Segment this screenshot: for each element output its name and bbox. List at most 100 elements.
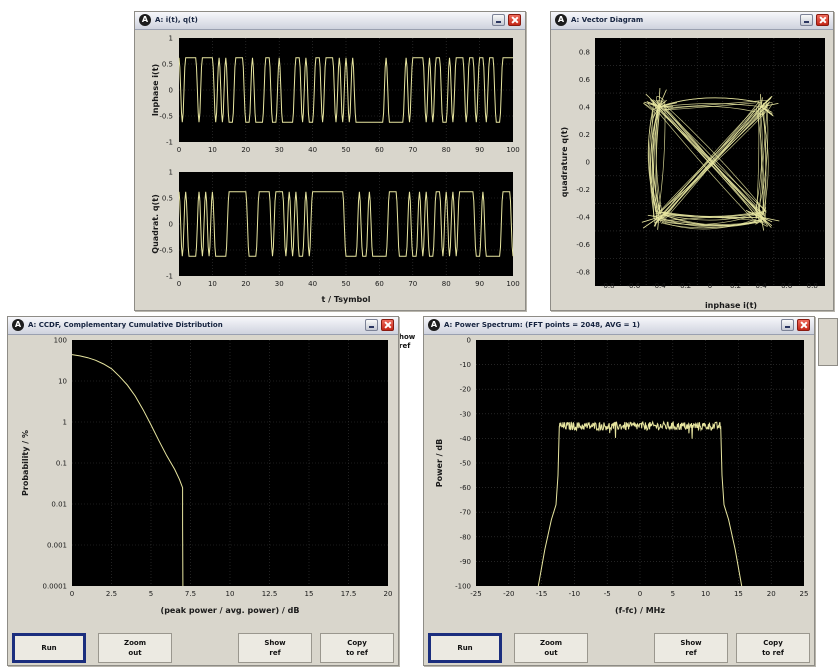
spectrum-y-tick: -40: [460, 435, 471, 443]
inphase-x-tick: 30: [275, 146, 284, 154]
ccdf-x-tick: 10: [226, 590, 235, 598]
spectrum-y-tick: -90: [460, 558, 471, 566]
spectrum-y-tick: -20: [460, 386, 471, 394]
zoom-out-button[interactable]: Zoom out: [514, 633, 588, 663]
vector-y-tick: -0.8: [576, 269, 590, 277]
quadrature-x-tick: 60: [375, 280, 384, 288]
inphase-x-tick: 70: [408, 146, 417, 154]
spectrum-x-tick: 10: [701, 590, 710, 598]
time-axis-label: t / Tsymbol: [322, 295, 371, 304]
vector-x-tick: -0.2: [678, 282, 692, 290]
vector-x-tick: 0.6: [781, 282, 793, 290]
ccdf-x-tick: 12.5: [262, 590, 278, 598]
vector-x-tick: -0.4: [652, 282, 666, 290]
quadrature-x-tick: 40: [308, 280, 317, 288]
vector-y-tick: -0.2: [576, 186, 590, 194]
ccdf-x-tick: 17.5: [341, 590, 357, 598]
quadrature-x-tick: 50: [342, 280, 351, 288]
probability-axis-label: Probability / %: [21, 430, 30, 496]
ccdf-y-tick: 1: [63, 419, 67, 427]
inphase-x-tick: 20: [241, 146, 250, 154]
ccdf-window: A A: CCDF, Complementary Cumulative Dist…: [7, 316, 399, 666]
ccdf-x-tick: 0: [70, 590, 74, 598]
vector-y-tick: 0.6: [579, 76, 591, 84]
spectrum-x-tick: -25: [470, 590, 481, 598]
spectrum-y-tick: -50: [460, 460, 471, 468]
vector-y-tick: -0.4: [576, 214, 590, 222]
power-ratio-axis-label: (peak power / avg. power) / dB: [161, 606, 300, 615]
ccdf-x-tick: 20: [384, 590, 393, 598]
vector-x-tick: 0.8: [807, 282, 818, 290]
hidden-window-edge: [818, 318, 838, 366]
spectrum-window: A A: Power Spectrum: (FFT points = 2048,…: [423, 316, 815, 666]
inphase-x-tick: 50: [342, 146, 351, 154]
vector-x-tick: 0.4: [756, 282, 768, 290]
quadrature-x-tick: 30: [275, 280, 284, 288]
vector-x-tick: 0: [708, 282, 712, 290]
spectrum-y-tick: -80: [460, 533, 471, 541]
spectrum-x-tick: -15: [536, 590, 547, 598]
quadrature-x-tick: 90: [475, 280, 484, 288]
power-axis-label: Power / dB: [435, 439, 444, 487]
show-ref-button[interactable]: Show ref: [654, 633, 728, 663]
quadrature-x-tick: 100: [506, 280, 519, 288]
run-button[interactable]: Run: [12, 633, 86, 663]
spectrum-y-tick: -60: [460, 484, 471, 492]
vector-x-tick: -0.6: [626, 282, 640, 290]
ccdf-y-tick: 10: [58, 378, 67, 386]
zoom-out-button[interactable]: Zoom out: [98, 633, 172, 663]
inphase-x-tick: 90: [475, 146, 484, 154]
quadrature-x-tick: 0: [177, 280, 181, 288]
quadrature-axis-label: quadrature q(t): [560, 127, 569, 197]
quadrature-y-tick: -0.5: [159, 247, 173, 255]
frequency-axis-label: (f-fc) / MHz: [615, 606, 665, 615]
inphase-axis-label: inphase i(t): [705, 301, 757, 310]
quadrature-y-tick: 0: [169, 221, 173, 229]
inphase-x-tick: 100: [506, 146, 519, 154]
inphase-x-tick: 0: [177, 146, 181, 154]
inphase-x-tick: 10: [208, 146, 217, 154]
ccdf-y-tick: 100: [54, 337, 67, 345]
run-button[interactable]: Run: [428, 633, 502, 663]
inphase-y-tick: 1: [169, 35, 173, 43]
ccdf-x-tick: 5: [149, 590, 153, 598]
vector-y-tick: 0.2: [579, 131, 590, 139]
vector-x-tick: -0.8: [601, 282, 615, 290]
inphase-axis-label: Inphase i(t): [151, 64, 160, 116]
spectrum-x-tick: -20: [503, 590, 514, 598]
copy-to-ref-button[interactable]: Copy to ref: [320, 633, 394, 663]
inphase-x-tick: 60: [375, 146, 384, 154]
spectrum-y-tick: -70: [460, 509, 471, 517]
hidden-show-ref-label: how ref: [399, 333, 415, 351]
spectrum-x-tick: 0: [638, 590, 642, 598]
inphase-x-tick: 80: [442, 146, 451, 154]
quadrature-axis-label: Quadrat. q(t): [151, 194, 160, 253]
quadrature-x-tick: 10: [208, 280, 217, 288]
inphase-y-tick: -0.5: [159, 113, 173, 121]
ccdf-x-tick: 15: [305, 590, 314, 598]
vector-x-tick: 0.2: [730, 282, 741, 290]
vector-y-tick: 0: [586, 159, 590, 167]
ccdf-x-tick: 2.5: [106, 590, 117, 598]
quadrature-y-tick: 0.5: [162, 195, 173, 203]
spectrum-x-tick: 15: [734, 590, 743, 598]
ccdf-chart: 0 2.5 5 7.5 10 12.5 15 17.5 20 100 10 1 0.1 0.01 0.001…: [8, 317, 400, 667]
spectrum-x-tick: -5: [604, 590, 611, 598]
ccdf-y-tick: 0.001: [47, 542, 67, 550]
quadrature-x-tick: 80: [442, 280, 451, 288]
show-ref-button[interactable]: Show ref: [238, 633, 312, 663]
vector-y-tick: 0.8: [579, 48, 590, 56]
copy-to-ref-button[interactable]: Copy to ref: [736, 633, 810, 663]
inphase-x-tick: 40: [308, 146, 317, 154]
ccdf-y-tick: 0.01: [51, 501, 67, 509]
quadrature-y-tick: -1: [166, 273, 173, 281]
ccdf-y-tick: 0.1: [56, 460, 67, 468]
spectrum-y-tick: -30: [460, 410, 471, 418]
ccdf-x-tick: 7.5: [185, 590, 196, 598]
spectrum-y-tick: -10: [460, 361, 471, 369]
spectrum-x-tick: -10: [569, 590, 580, 598]
